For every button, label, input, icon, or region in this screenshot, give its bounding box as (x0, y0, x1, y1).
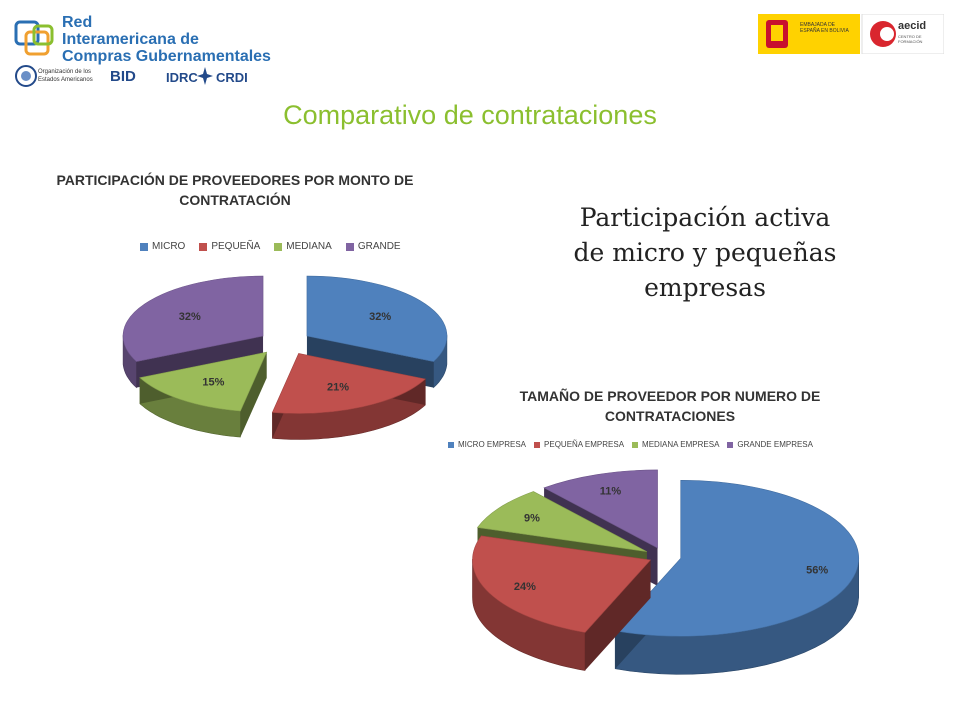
embassy-logo-text: EMBAJADA DE ESPAÑA EN BOLIVIA (800, 22, 849, 34)
chart1-title-line: PARTICIPACIÓN DE PROVEEDORES POR MONTO D… (56, 172, 414, 188)
pie-label-3: 11% (600, 486, 622, 498)
oas-logo-text: Organización de los Estados Americanos (38, 69, 93, 83)
idrc-star-icon (196, 66, 214, 91)
legend-label: GRANDE (357, 241, 401, 252)
aecid-logo-text: aecid (898, 20, 927, 32)
pie-label-2: 15% (202, 377, 224, 389)
chart1-legend-item-pequena: PEQUEÑA (199, 241, 260, 252)
bid-logo: BID (110, 68, 136, 85)
pie-label-1: 24% (514, 581, 536, 593)
spain-coat-of-arms-icon (766, 20, 788, 48)
chart1-legend-item-grande: GRANDE (345, 241, 401, 252)
idrc-logo: IDRC (166, 70, 198, 85)
caption-line: de micro y pequeñas (573, 238, 837, 267)
oas-seal-icon (15, 65, 37, 87)
aecid-logo-subtext: CENTRO DE FORMACIÓN (898, 34, 923, 44)
pie-slice-1 (472, 535, 652, 671)
ricg-logo-text: Red Interamericana de Compras Gubernamen… (62, 14, 271, 65)
logo-line: Red (62, 14, 93, 31)
caption: Participación activa de micro y pequeñas… (560, 200, 850, 305)
crdi-logo: CRDI (216, 70, 248, 85)
legend-label: PEQUEÑA (211, 241, 261, 252)
pie-label-3: 32% (179, 311, 201, 323)
pie-label-0: 56% (806, 565, 828, 577)
chart2-legend-item-grande: GRANDE EMPRESA (727, 440, 813, 449)
legend-label: MEDIANA EMPRESA (642, 440, 720, 449)
chart2-title-line: CONTRATACIONES (604, 408, 736, 424)
chart2-pie: 11% 9% 56% 24% (472, 469, 859, 675)
legend-label: MICRO EMPRESA (458, 440, 527, 449)
ricg-logo-mark (14, 18, 58, 62)
chart1-legend-item-mediana: MEDIANA (274, 241, 332, 252)
chart1-legend: MICRO PEQUEÑA MEDIANA GRANDE (140, 241, 401, 252)
logo-line: Interamericana de (62, 31, 199, 48)
sponsor-logos (758, 13, 945, 55)
partner-logos (14, 64, 254, 92)
chart2-title: TAMAÑO DE PROVEEDOR POR NUMERO DE CONTRA… (470, 386, 870, 426)
caption-line: empresas (644, 273, 766, 302)
slide-title: Comparativo de contrataciones (283, 100, 657, 130)
caption-line: Participación activa (579, 203, 831, 232)
pie-label-2: 9% (524, 512, 540, 524)
aecid-logo-icon (870, 21, 896, 47)
chart1-title: PARTICIPACIÓN DE PROVEEDORES POR MONTO D… (10, 170, 460, 210)
legend-label: PEQUEÑA EMPRESA (544, 440, 625, 449)
chart2-legend-item-pequena: PEQUEÑA EMPRESA (534, 440, 624, 449)
legend-label: MICRO (152, 241, 186, 252)
chart1-pie: 32% 32% 15% 21% (122, 275, 448, 440)
legend-label: MEDIANA (286, 241, 332, 252)
pie-slice-2 (139, 351, 268, 438)
pie-slice-1 (271, 353, 426, 440)
chart1-title-line: CONTRATACIÓN (179, 192, 291, 208)
chart2-legend: MICRO EMPRESA PEQUEÑA EMPRESA MEDIANA EM… (448, 440, 813, 449)
chart1-legend-item-micro: MICRO (140, 241, 185, 252)
logo-line: Compras Gubernamentales (62, 48, 271, 65)
chart2-title-line: TAMAÑO DE PROVEEDOR POR NUMERO DE (519, 388, 821, 404)
chart2-legend-item-mediana: MEDIANA EMPRESA (632, 440, 719, 449)
legend-label: GRANDE EMPRESA (737, 440, 813, 449)
pie-label-0: 32% (369, 311, 391, 323)
pie-slice-0 (614, 480, 859, 675)
chart2-legend-item-micro: MICRO EMPRESA (448, 440, 526, 449)
pie-label-1: 21% (327, 382, 349, 394)
